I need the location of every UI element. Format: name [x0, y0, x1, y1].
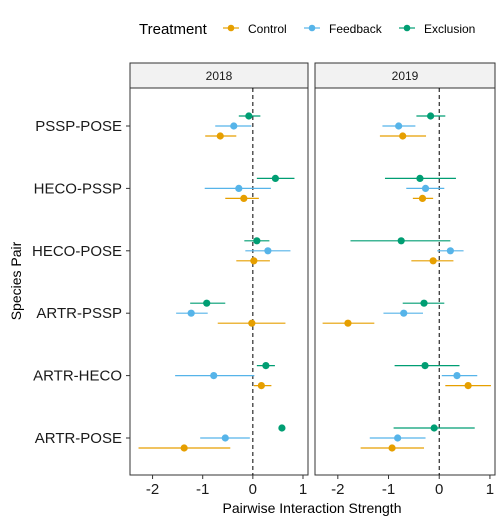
legend-key-point-feedback	[308, 24, 316, 32]
point-2018-feedback-heco-pose	[264, 247, 272, 255]
legend-title: Treatment	[139, 21, 208, 38]
point-2019-control-heco-pose	[429, 257, 437, 265]
panel-2019	[314, 87, 496, 476]
point-2019-exclusion-heco-pose	[397, 237, 405, 245]
y-tick-label-heco-pssp: HECO-PSSP	[34, 180, 122, 197]
facet-strip-2019-bg	[314, 62, 496, 89]
point-2018-exclusion-heco-pose	[253, 237, 261, 245]
point-2019-feedback-artr-heco	[453, 372, 461, 380]
point-2019-control-artr-pose	[388, 444, 396, 452]
x-tick-label-2019-1: 1	[486, 481, 494, 498]
legend-key-point-exclusion	[403, 24, 411, 32]
point-2019-control-heco-pssp	[418, 194, 427, 202]
point-2018-exclusion-artr-pssp	[203, 299, 211, 307]
point-2018-exclusion-artr-heco	[262, 362, 270, 370]
y-axis-title: Species Pair	[8, 241, 24, 320]
y-tick-label-heco-pose: HECO-POSE	[32, 243, 122, 260]
point-2019-exclusion-artr-heco	[421, 362, 429, 370]
point-2019-control-artr-heco	[464, 382, 472, 390]
point-2018-control-artr-pose	[180, 444, 188, 452]
point-2019-feedback-artr-pssp	[400, 309, 408, 317]
facet-label-2019: 2019	[392, 69, 419, 83]
point-2019-feedback-heco-pssp	[421, 184, 430, 192]
panel-2018-frame	[129, 87, 309, 476]
point-2018-exclusion-artr-pose	[278, 424, 286, 432]
facet-label-2018: 2018	[206, 69, 233, 83]
legend-label-feedback: Feedback	[329, 22, 383, 36]
x-tick-label-2019-0: 0	[435, 481, 443, 498]
point-2018-exclusion-heco-pssp	[271, 174, 280, 182]
point-2018-control-heco-pose	[250, 257, 258, 265]
legend-label-control: Control	[248, 22, 287, 36]
point-2019-feedback-heco-pose	[446, 247, 454, 255]
legend-item-control: Control	[223, 22, 287, 36]
legend-item-feedback: Feedback	[304, 22, 383, 36]
point-2019-exclusion-artr-pssp	[420, 299, 428, 307]
y-tick-label-artr-pose: ARTR-POSE	[35, 430, 122, 447]
x-axis-2019: -2 -1 0 1	[331, 475, 494, 498]
x-tick-label-2018-1: 1	[299, 481, 307, 498]
x-axis-2018: -2 -1 0 1	[146, 475, 307, 498]
x-tick-label-2019--1: -1	[382, 481, 395, 498]
x-axis-title: Pairwise Interaction Strength	[223, 500, 402, 516]
facet-strip-2018: 2018	[129, 62, 309, 89]
y-axis: PSSP-POSE HECO-PSSP HECO-POSE ARTR-PSSP ARTR…	[32, 118, 130, 447]
y-tick-label-artr-pssp: ARTR-PSSP	[36, 305, 122, 322]
x-tick-label-2018-0: 0	[249, 481, 257, 498]
point-2018-control-artr-pssp	[248, 319, 256, 327]
point-2019-exclusion-heco-pssp	[416, 174, 424, 182]
legend-label-exclusion: Exclusion	[424, 22, 475, 36]
x-tick-label-2018--1: -1	[196, 481, 209, 498]
point-2019-feedback-artr-pose	[394, 434, 402, 442]
data-marks	[138, 112, 491, 452]
facet-strip-2018-bg	[129, 62, 309, 89]
panel-2018	[129, 87, 309, 476]
point-2019-feedback-pssp-pose	[395, 122, 403, 130]
y-tick-label-artr-heco: ARTR-HECO	[33, 368, 122, 385]
point-2018-feedback-pssp-pose	[230, 122, 238, 130]
point-2018-control-pssp-pose	[216, 132, 224, 140]
point-2019-control-pssp-pose	[399, 132, 407, 140]
point-2018-control-heco-pssp	[240, 194, 248, 202]
panel-2019-frame	[314, 87, 496, 476]
point-2018-control-artr-heco	[257, 382, 265, 390]
y-tick-label-pssp-pose: PSSP-POSE	[35, 118, 122, 135]
point-2019-control-artr-pssp	[344, 319, 352, 327]
facet-strip-2019: 2019	[314, 62, 496, 89]
x-tick-label-2019--2: -2	[331, 481, 344, 498]
legend: Treatment Control Feedback Exclusion	[139, 21, 475, 38]
point-2018-feedback-artr-pose	[221, 434, 229, 442]
x-tick-label-2018--2: -2	[146, 481, 159, 498]
legend-key-point-control	[227, 24, 235, 32]
legend-item-exclusion: Exclusion	[399, 22, 475, 36]
point-2018-feedback-heco-pssp	[235, 184, 243, 192]
point-2018-exclusion-pssp-pose	[245, 112, 253, 120]
point-2019-exclusion-pssp-pose	[427, 112, 435, 120]
point-2018-feedback-artr-pssp	[187, 309, 195, 317]
point-2018-feedback-artr-heco	[210, 372, 218, 380]
point-2019-exclusion-artr-pose	[430, 424, 438, 432]
